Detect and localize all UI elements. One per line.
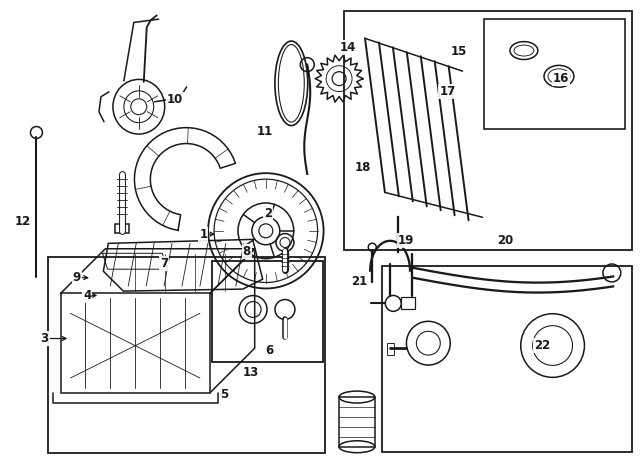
Bar bbox=[387, 343, 394, 355]
Text: 17: 17 bbox=[439, 85, 456, 98]
Bar bbox=[212, 261, 323, 362]
Text: 5: 5 bbox=[220, 388, 228, 401]
Text: 3: 3 bbox=[41, 332, 49, 345]
Text: 2: 2 bbox=[264, 207, 272, 220]
Bar bbox=[401, 297, 415, 309]
Bar bbox=[115, 224, 129, 233]
Bar bbox=[339, 397, 375, 447]
Text: 14: 14 bbox=[339, 41, 356, 54]
Text: 18: 18 bbox=[355, 161, 371, 174]
Bar bbox=[484, 19, 625, 129]
Bar bbox=[48, 257, 325, 453]
Text: 11: 11 bbox=[257, 125, 273, 138]
Text: 1: 1 bbox=[199, 227, 207, 241]
Text: 10: 10 bbox=[166, 93, 183, 106]
Text: 7: 7 bbox=[160, 257, 168, 270]
Bar bbox=[61, 293, 210, 393]
Text: 4: 4 bbox=[83, 289, 92, 302]
Text: 22: 22 bbox=[534, 339, 550, 352]
Bar bbox=[344, 11, 632, 250]
Text: 12: 12 bbox=[14, 215, 31, 228]
Text: 13: 13 bbox=[243, 365, 259, 379]
Bar bbox=[382, 266, 632, 452]
Text: 8: 8 bbox=[243, 245, 251, 259]
Text: 9: 9 bbox=[72, 271, 81, 284]
Text: 20: 20 bbox=[497, 234, 513, 247]
Text: 19: 19 bbox=[398, 234, 414, 247]
Text: 21: 21 bbox=[351, 275, 367, 288]
Text: 15: 15 bbox=[451, 46, 467, 58]
Text: 16: 16 bbox=[553, 72, 569, 85]
Text: 6: 6 bbox=[265, 344, 273, 357]
